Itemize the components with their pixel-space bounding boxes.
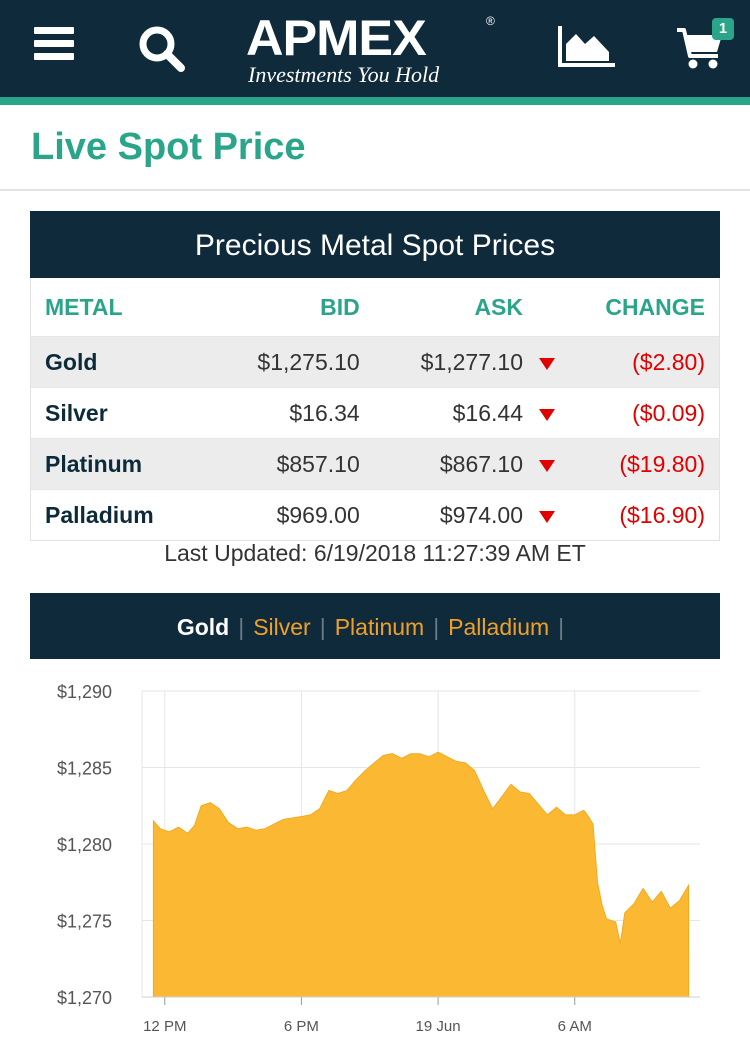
table-row[interactable]: Silver $16.34 $16.44 ($0.09) (30, 387, 720, 439)
down-arrow-icon (539, 357, 555, 370)
x-tick-label: 12 PM (143, 1018, 186, 1035)
y-tick-label: $1,280 (57, 835, 112, 855)
down-arrow-icon (539, 510, 555, 523)
x-tick-label: 6 AM (558, 1018, 592, 1035)
ask-price: $974.00 (373, 489, 523, 541)
metal-name: Palladium (30, 489, 207, 541)
chart-icon[interactable] (557, 24, 617, 68)
bid-price: $969.00 (206, 489, 374, 541)
logo-wordmark: APMEX (246, 10, 427, 66)
price-change: ($19.80) (555, 438, 720, 490)
search-icon[interactable] (137, 24, 185, 72)
down-arrow-icon (539, 408, 555, 421)
app-header: APMEX ® Investments You Hold 1 (0, 0, 750, 105)
trend-cell (523, 489, 555, 541)
logo-registered-mark: ® (486, 14, 495, 28)
trend-cell (523, 387, 555, 439)
apmex-logo[interactable]: APMEX ® Investments You Hold (246, 10, 502, 90)
column-header-bid: BID (320, 293, 360, 320)
table-row[interactable]: Platinum $857.10 $867.10 ($19.80) (30, 438, 720, 490)
price-change: ($2.80) (555, 336, 720, 388)
column-header-change: CHANGE (605, 293, 705, 320)
title-divider (0, 189, 750, 191)
metal-name: Platinum (30, 438, 207, 490)
ask-price: $867.10 (373, 438, 523, 490)
last-updated-timestamp: Last Updated: 6/19/2018 11:27:39 AM ET (164, 540, 586, 566)
page-title: Live Spot Price (31, 126, 306, 168)
tab-palladium[interactable]: Palladium (448, 614, 550, 640)
spot-prices-panel: Precious Metal Spot Prices METAL BID ASK… (30, 211, 720, 541)
table-row[interactable]: Palladium $969.00 $974.00 ($16.90) (30, 489, 720, 541)
y-tick-label: $1,290 (57, 682, 112, 702)
down-arrow-icon (539, 459, 555, 472)
tab-separator: | (558, 614, 565, 640)
metal-tabs: Gold | Silver | Platinum | Palladium | (30, 593, 720, 659)
cart-button[interactable]: 1 (676, 18, 734, 72)
metal-name: Silver (30, 387, 207, 439)
table-header-row: METAL BID ASK CHANGE (31, 278, 720, 337)
column-header-metal: METAL (45, 293, 123, 320)
metal-name: Gold (30, 336, 207, 388)
trend-cell (523, 438, 555, 490)
spot-prices-table: METAL BID ASK CHANGE Gold $1,275.10 $1,277… (30, 278, 720, 541)
tab-platinum[interactable]: Platinum (334, 614, 425, 640)
menu-icon[interactable] (34, 27, 74, 67)
tab-separator: | (238, 614, 245, 640)
trend-cell (523, 336, 555, 388)
price-change: ($0.09) (555, 387, 720, 439)
price-area-series (152, 751, 690, 998)
ask-price: $16.44 (373, 387, 523, 439)
tab-gold[interactable]: Gold (176, 614, 230, 640)
y-tick-label: $1,275 (57, 912, 112, 932)
logo-tagline: Investments You Hold (248, 62, 440, 87)
cart-count-badge: 1 (712, 18, 734, 40)
y-tick-label: $1,285 (57, 759, 112, 779)
column-header-spacer (523, 278, 555, 337)
spot-chart-panel: Gold | Silver | Platinum | Palladium | (30, 593, 720, 659)
x-tick-label: 6 PM (284, 1018, 319, 1035)
y-tick-label: $1,270 (57, 988, 112, 1008)
bid-price: $857.10 (206, 438, 374, 490)
spot-prices-title: Precious Metal Spot Prices (30, 211, 720, 278)
x-tick-label: 19 Jun (416, 1018, 461, 1035)
table-row[interactable]: Gold $1,275.10 $1,277.10 ($2.80) (30, 336, 720, 388)
bid-price: $16.34 (206, 387, 374, 439)
ask-price: $1,277.10 (373, 336, 523, 388)
tab-silver[interactable]: Silver (253, 614, 311, 640)
column-header-ask: ASK (474, 293, 523, 320)
bid-price: $1,275.10 (206, 336, 374, 388)
tab-separator: | (433, 614, 440, 640)
tab-separator: | (319, 614, 326, 640)
price-change: ($16.90) (555, 489, 720, 541)
